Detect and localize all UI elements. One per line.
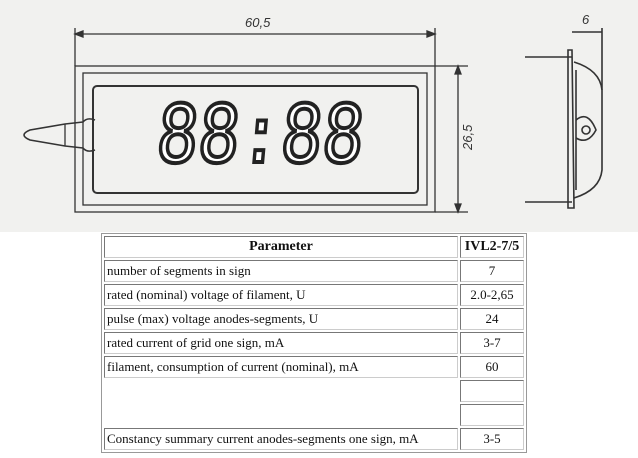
table-row: rated current of grid one sign, mA 3-7 [104,332,524,354]
value-cell: 2.0-2,65 [460,284,524,306]
param-cell: rated current of grid one sign, mA [104,332,458,354]
param-cell: filament, consumption of current (nomina… [104,356,458,378]
param-cell [104,380,458,402]
value-cell: 60 [460,356,524,378]
outer-frame [74,65,436,213]
value-cell [460,380,524,402]
side-view [525,28,603,209]
technical-drawing: 88:88 60,5 26,5 6 [0,0,638,232]
table-row: filament, consumption of current (nomina… [104,356,524,378]
value-cell: 3-7 [460,332,524,354]
display-digits: 88:88 [153,88,368,181]
parameter-table: Parameter IVL2-7/5 number of segments in… [101,233,527,453]
height-dimension-label: 26,5 [460,124,475,151]
table-row [104,380,524,402]
table-row: rated (nominal) voltage of filament, U 2.… [104,284,524,306]
header-model: IVL2-7/5 [460,236,524,258]
table-row: number of segments in sign 7 [104,260,524,282]
value-cell: 7 [460,260,524,282]
value-cell [460,404,524,426]
param-cell: number of segments in sign [104,260,458,282]
param-cell: pulse (max) voltage anodes-segments, U [104,308,458,330]
param-cell: rated (nominal) voltage of filament, U [104,284,458,306]
table-row [104,404,524,426]
table-header-row: Parameter IVL2-7/5 [104,236,524,258]
table-row: Constancy summary current anodes-segment… [104,428,524,450]
param-cell: Constancy summary current anodes-segment… [104,428,458,450]
lead-tab [23,118,96,152]
value-cell: 24 [460,308,524,330]
display-window [92,85,419,194]
header-parameter: Parameter [104,236,458,258]
width-dimension-label: 60,5 [245,15,271,30]
depth-dimension-label: 6 [582,12,590,27]
value-cell: 3-5 [460,428,524,450]
param-cell [104,404,458,426]
table-row: pulse (max) voltage anodes-segments, U 24 [104,308,524,330]
